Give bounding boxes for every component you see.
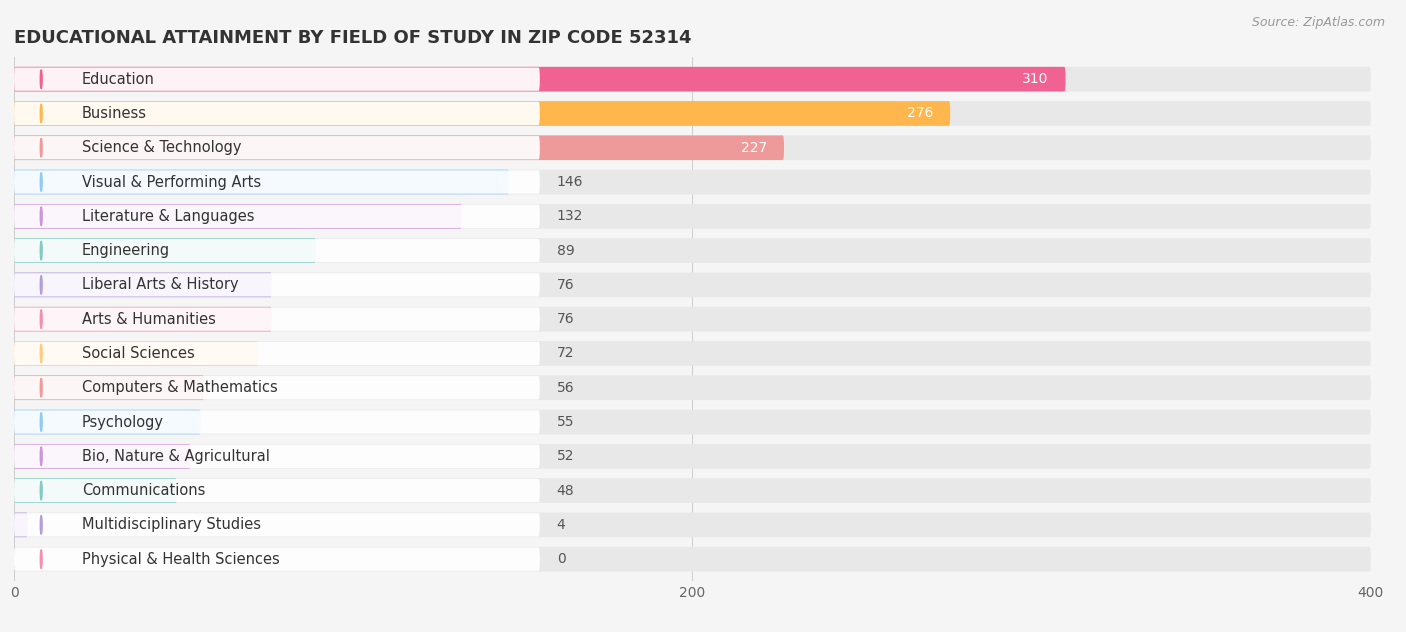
FancyBboxPatch shape bbox=[14, 375, 1371, 400]
FancyBboxPatch shape bbox=[14, 204, 461, 229]
Text: 52: 52 bbox=[557, 449, 574, 463]
Text: 146: 146 bbox=[557, 175, 583, 189]
Circle shape bbox=[41, 413, 42, 432]
FancyBboxPatch shape bbox=[14, 376, 540, 399]
Circle shape bbox=[41, 173, 42, 191]
Text: Multidisciplinary Studies: Multidisciplinary Studies bbox=[82, 518, 262, 532]
FancyBboxPatch shape bbox=[14, 479, 540, 502]
FancyBboxPatch shape bbox=[14, 171, 540, 193]
Text: 132: 132 bbox=[557, 209, 583, 223]
Text: Science & Technology: Science & Technology bbox=[82, 140, 242, 155]
Circle shape bbox=[41, 138, 42, 157]
Circle shape bbox=[41, 104, 42, 123]
FancyBboxPatch shape bbox=[14, 135, 1371, 160]
FancyBboxPatch shape bbox=[14, 101, 1371, 126]
FancyBboxPatch shape bbox=[14, 67, 1371, 92]
Text: 72: 72 bbox=[557, 346, 574, 360]
Circle shape bbox=[41, 207, 42, 226]
Text: Social Sciences: Social Sciences bbox=[82, 346, 194, 361]
FancyBboxPatch shape bbox=[14, 67, 1066, 92]
FancyBboxPatch shape bbox=[14, 444, 1371, 469]
FancyBboxPatch shape bbox=[14, 547, 540, 571]
FancyBboxPatch shape bbox=[14, 135, 785, 160]
Text: Visual & Performing Arts: Visual & Performing Arts bbox=[82, 174, 262, 190]
Circle shape bbox=[41, 447, 42, 466]
FancyBboxPatch shape bbox=[14, 513, 1371, 537]
FancyBboxPatch shape bbox=[14, 513, 28, 537]
FancyBboxPatch shape bbox=[14, 307, 1371, 332]
Circle shape bbox=[41, 550, 42, 569]
Text: 310: 310 bbox=[1022, 72, 1049, 86]
Text: Education: Education bbox=[82, 71, 155, 87]
FancyBboxPatch shape bbox=[14, 205, 540, 228]
FancyBboxPatch shape bbox=[14, 342, 540, 365]
Text: Physical & Health Sciences: Physical & Health Sciences bbox=[82, 552, 280, 567]
Text: Bio, Nature & Agricultural: Bio, Nature & Agricultural bbox=[82, 449, 270, 464]
Circle shape bbox=[41, 276, 42, 295]
FancyBboxPatch shape bbox=[14, 478, 177, 503]
FancyBboxPatch shape bbox=[14, 169, 1371, 195]
FancyBboxPatch shape bbox=[14, 102, 540, 125]
Text: 0: 0 bbox=[557, 552, 565, 566]
Text: 55: 55 bbox=[557, 415, 574, 429]
FancyBboxPatch shape bbox=[14, 478, 1371, 503]
Text: 89: 89 bbox=[557, 243, 575, 258]
FancyBboxPatch shape bbox=[14, 136, 540, 159]
FancyBboxPatch shape bbox=[14, 101, 950, 126]
FancyBboxPatch shape bbox=[14, 238, 316, 263]
Circle shape bbox=[41, 516, 42, 534]
FancyBboxPatch shape bbox=[14, 308, 540, 331]
Circle shape bbox=[41, 70, 42, 88]
FancyBboxPatch shape bbox=[14, 410, 1371, 434]
Circle shape bbox=[41, 481, 42, 500]
Text: Liberal Arts & History: Liberal Arts & History bbox=[82, 277, 239, 293]
Text: Computers & Mathematics: Computers & Mathematics bbox=[82, 380, 277, 395]
Text: Business: Business bbox=[82, 106, 146, 121]
FancyBboxPatch shape bbox=[14, 204, 1371, 229]
FancyBboxPatch shape bbox=[14, 513, 540, 537]
Text: 4: 4 bbox=[557, 518, 565, 532]
Text: EDUCATIONAL ATTAINMENT BY FIELD OF STUDY IN ZIP CODE 52314: EDUCATIONAL ATTAINMENT BY FIELD OF STUDY… bbox=[14, 29, 692, 47]
FancyBboxPatch shape bbox=[14, 341, 259, 366]
FancyBboxPatch shape bbox=[14, 272, 271, 297]
FancyBboxPatch shape bbox=[14, 169, 509, 195]
FancyBboxPatch shape bbox=[14, 239, 540, 262]
FancyBboxPatch shape bbox=[14, 307, 271, 332]
Text: Arts & Humanities: Arts & Humanities bbox=[82, 312, 215, 327]
FancyBboxPatch shape bbox=[14, 445, 540, 468]
Circle shape bbox=[41, 310, 42, 329]
Text: 227: 227 bbox=[741, 141, 768, 155]
Text: Source: ZipAtlas.com: Source: ZipAtlas.com bbox=[1251, 16, 1385, 29]
FancyBboxPatch shape bbox=[14, 410, 201, 434]
Text: Psychology: Psychology bbox=[82, 415, 165, 430]
FancyBboxPatch shape bbox=[14, 68, 540, 91]
FancyBboxPatch shape bbox=[14, 375, 204, 400]
Text: Communications: Communications bbox=[82, 483, 205, 498]
Circle shape bbox=[41, 241, 42, 260]
Circle shape bbox=[41, 379, 42, 397]
Text: 76: 76 bbox=[557, 312, 575, 326]
FancyBboxPatch shape bbox=[14, 273, 540, 296]
FancyBboxPatch shape bbox=[14, 272, 1371, 297]
Text: 56: 56 bbox=[557, 380, 575, 395]
FancyBboxPatch shape bbox=[14, 547, 1371, 571]
Text: Literature & Languages: Literature & Languages bbox=[82, 209, 254, 224]
Text: 48: 48 bbox=[557, 483, 575, 497]
Text: Engineering: Engineering bbox=[82, 243, 170, 258]
FancyBboxPatch shape bbox=[14, 238, 1371, 263]
Circle shape bbox=[41, 344, 42, 363]
FancyBboxPatch shape bbox=[14, 341, 1371, 366]
Text: 276: 276 bbox=[907, 106, 934, 121]
FancyBboxPatch shape bbox=[14, 410, 540, 434]
FancyBboxPatch shape bbox=[14, 444, 190, 469]
Text: 76: 76 bbox=[557, 278, 575, 292]
